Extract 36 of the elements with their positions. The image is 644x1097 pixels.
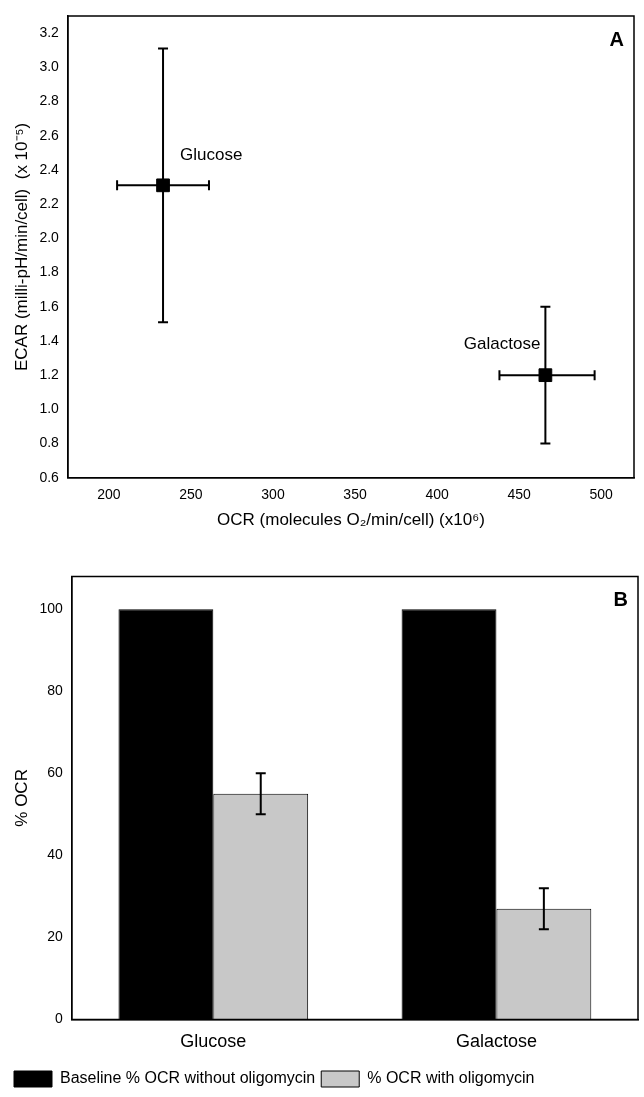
annotation: A [609,27,624,50]
y-tick-label: 1.8 [39,263,60,280]
y-tick-label: 2.0 [39,229,60,246]
y-tick-label: 20 [47,928,63,945]
x-tick-label: 200 [97,486,121,503]
y-tick-label: 60 [47,764,63,781]
y-tick-label: 100 [39,600,63,617]
x-tick-label: 400 [425,486,449,503]
y-tick-label: 1.6 [39,297,60,314]
x-tick-label: 250 [179,486,203,503]
legend-label: % OCR with oligomycin [367,1069,535,1087]
x-tick-label: 350 [343,486,367,503]
annotation: Galactose [463,334,541,354]
y-tick-label: 0 [54,1010,63,1027]
y-tick-label: 40 [47,846,63,863]
y-tick-label: 0.6 [39,468,60,485]
y-tick-label: 3.0 [39,58,60,75]
x-tick-label: 300 [261,486,285,503]
y-tick-label: 1.4 [39,331,60,348]
x-tick-label: 500 [589,486,614,503]
annotation: Glucose [180,144,243,164]
y-tick-label: 2.4 [39,160,60,177]
annotation: B [613,587,628,610]
y-tick-label: 2.8 [39,92,60,109]
y-tick-label: 2.2 [39,195,60,211]
x-tick-label: 450 [507,486,532,503]
x-axis-title: OCR (molecules O₂/min/cell) (x10⁶) [217,510,485,530]
y-tick-label: 2.6 [39,126,60,143]
y-tick-label: 0.8 [39,434,60,451]
y-tick-label: 1.0 [39,400,60,417]
y-tick-label: 1.2 [39,366,60,383]
y-tick-label: 3.2 [39,23,60,40]
legend-label: Baseline % OCR without oligomycin [60,1069,316,1087]
y-axis-title: % OCR [11,769,31,827]
y-tick-label: 80 [47,682,63,699]
y-axis-title: ECAR (milli-pH/min/cell) (x 10⁻⁵) [11,122,31,372]
